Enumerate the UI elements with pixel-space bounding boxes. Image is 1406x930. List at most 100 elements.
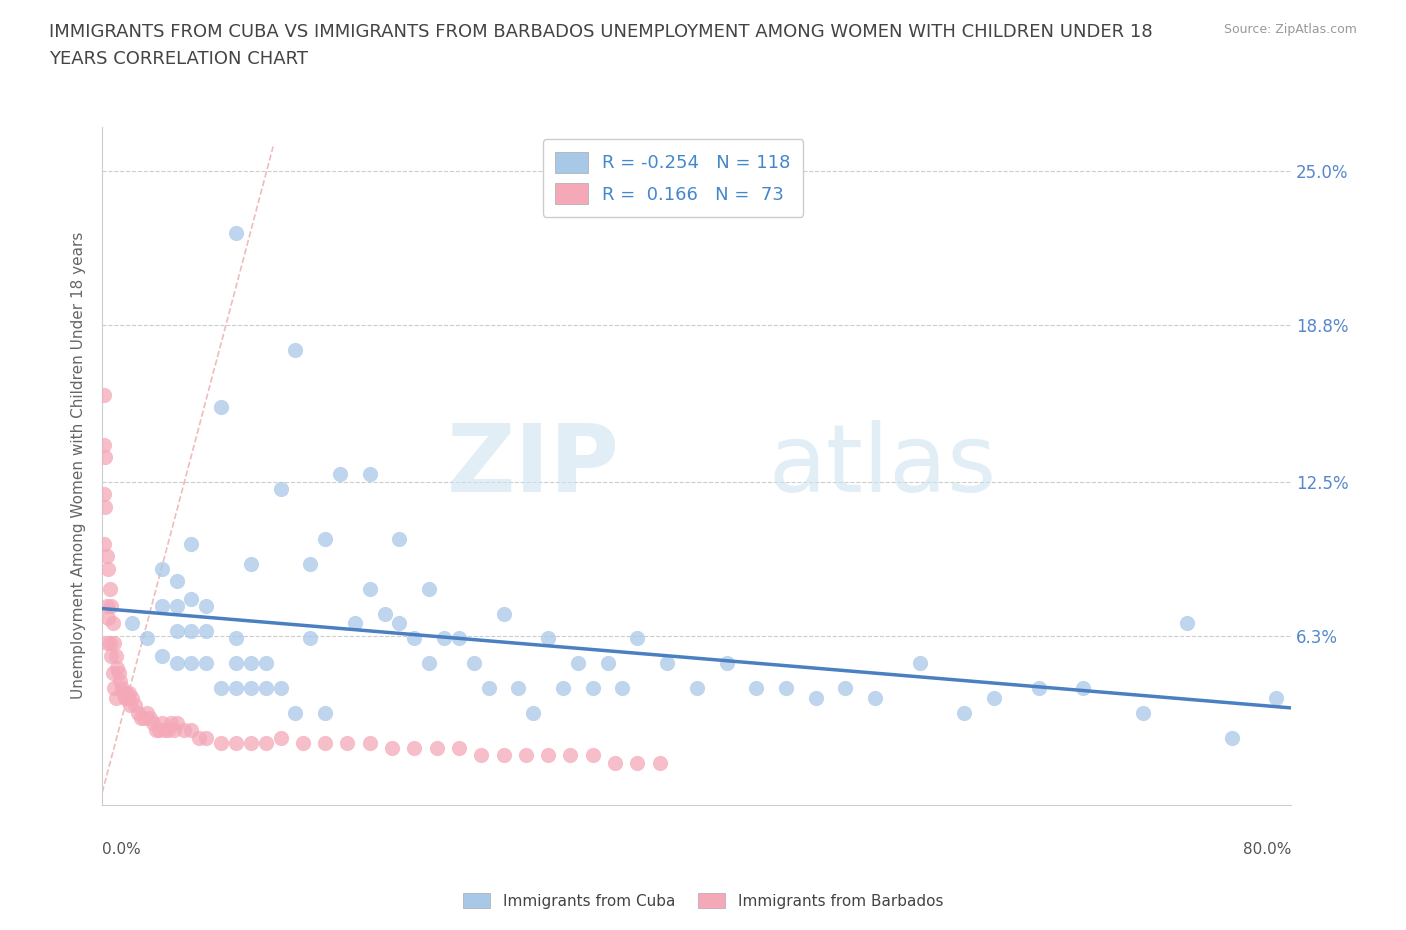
Point [270, 730, 292, 745]
Point [254, 656, 277, 671]
Point [98, 581, 121, 596]
Point [447, 740, 470, 755]
Point [108, 673, 131, 688]
Point [101, 666, 124, 681]
Point [1265, 691, 1288, 706]
Point [166, 715, 188, 730]
Point [374, 606, 396, 621]
Point [209, 736, 232, 751]
Point [104, 648, 127, 663]
Point [551, 681, 574, 696]
Point [180, 623, 202, 638]
Point [626, 755, 648, 770]
Point [314, 736, 336, 751]
Point [314, 532, 336, 547]
Point [135, 706, 157, 721]
Point [418, 581, 440, 596]
Point [180, 723, 202, 737]
Point [522, 706, 544, 721]
Point [567, 656, 589, 671]
Point [299, 631, 322, 645]
Point [388, 532, 411, 547]
Text: atlas: atlas [768, 419, 997, 512]
Text: ZIP: ZIP [447, 419, 620, 512]
Point [239, 736, 262, 751]
Point [983, 691, 1005, 706]
Point [254, 736, 277, 751]
Point [209, 681, 232, 696]
Point [418, 656, 440, 671]
Point [582, 681, 605, 696]
Point [648, 755, 671, 770]
Point [93, 537, 115, 551]
Point [96, 599, 118, 614]
Point [388, 616, 411, 631]
Point [336, 736, 359, 751]
Legend: Immigrants from Cuba, Immigrants from Barbados: Immigrants from Cuba, Immigrants from Ba… [457, 887, 949, 915]
Point [97, 611, 120, 626]
Point [166, 599, 188, 614]
Point [537, 631, 560, 645]
Point [492, 606, 515, 621]
Point [284, 343, 307, 358]
Point [150, 648, 173, 663]
Text: IMMIGRANTS FROM CUBA VS IMMIGRANTS FROM BARBADOS UNEMPLOYMENT AMONG WOMEN WITH C: IMMIGRANTS FROM CUBA VS IMMIGRANTS FROM … [49, 23, 1153, 68]
Point [129, 711, 152, 725]
Point [121, 616, 143, 631]
Point [537, 748, 560, 763]
Point [103, 636, 125, 651]
Point [775, 681, 797, 696]
Point [150, 599, 173, 614]
Point [162, 723, 184, 737]
Point [94, 499, 117, 514]
Point [195, 599, 218, 614]
Legend: R = -0.254   N = 118, R =  0.166   N =  73: R = -0.254 N = 118, R = 0.166 N = 73 [543, 139, 803, 217]
Point [159, 715, 181, 730]
Point [195, 730, 218, 745]
Point [612, 681, 634, 696]
Text: 0.0%: 0.0% [103, 843, 141, 857]
Point [209, 400, 232, 415]
Point [166, 574, 188, 589]
Point [195, 623, 218, 638]
Point [239, 681, 262, 696]
Point [404, 740, 426, 755]
Point [463, 656, 485, 671]
Point [834, 681, 856, 696]
Point [582, 748, 605, 763]
Point [515, 748, 537, 763]
Point [239, 656, 262, 671]
Point [603, 755, 626, 770]
Point [1071, 681, 1094, 696]
Point [117, 691, 139, 706]
Text: Source: ZipAtlas.com: Source: ZipAtlas.com [1223, 23, 1357, 36]
Point [447, 631, 470, 645]
Point [1028, 681, 1050, 696]
Point [1132, 706, 1154, 721]
Point [124, 698, 146, 713]
Point [225, 631, 247, 645]
Point [121, 691, 143, 706]
Point [111, 685, 134, 700]
Point [145, 723, 167, 737]
Point [96, 549, 118, 564]
Point [156, 723, 179, 737]
Point [359, 581, 381, 596]
Point [299, 556, 322, 571]
Point [153, 723, 176, 737]
Point [225, 226, 247, 241]
Point [148, 723, 170, 737]
Point [508, 681, 530, 696]
Point [239, 556, 262, 571]
Point [1220, 730, 1243, 745]
Point [686, 681, 709, 696]
Point [426, 740, 449, 755]
Point [863, 691, 886, 706]
Point [478, 681, 501, 696]
Point [745, 681, 768, 696]
Point [101, 616, 124, 631]
Point [118, 685, 141, 700]
Point [110, 681, 132, 696]
Point [98, 636, 121, 651]
Point [139, 711, 162, 725]
